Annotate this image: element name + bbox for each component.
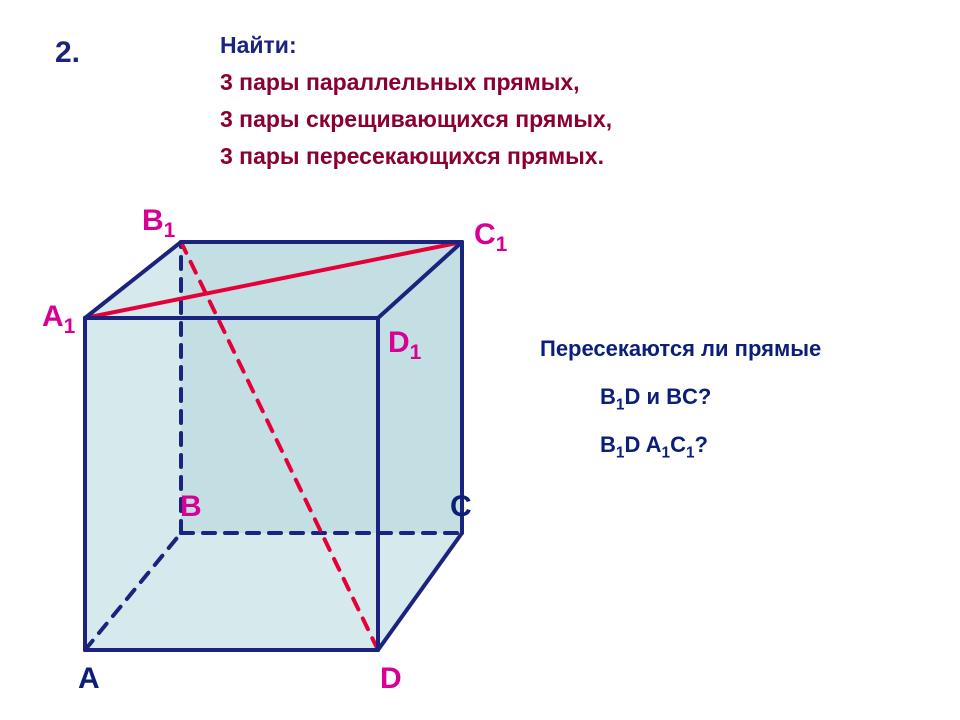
diagram-canvas: 2. Найти: 3 пары параллельных прямых, 3 … bbox=[0, 0, 960, 720]
vertex-label-A1: A1 bbox=[42, 300, 75, 339]
vertex-label-B1: B1 bbox=[142, 204, 175, 243]
vertex-label-C: C bbox=[450, 490, 472, 524]
vertex-label-D1: D1 bbox=[388, 326, 421, 365]
vertex-label-C1: C1 bbox=[474, 218, 507, 257]
vertex-label-A: A bbox=[78, 662, 100, 696]
question-line-2: B1D A1C1? bbox=[600, 432, 708, 462]
task-line-2: 3 пары скрещивающихся прямых, bbox=[220, 106, 612, 133]
problem-number: 2. bbox=[55, 36, 80, 70]
question-title: Пересекаются ли прямые bbox=[540, 336, 821, 362]
vertex-label-B: B bbox=[180, 490, 202, 524]
vertex-label-D: D bbox=[380, 662, 402, 696]
task-line-1: 3 пары параллельных прямых, bbox=[220, 69, 580, 96]
question-line-1: B1D и BC? bbox=[600, 384, 711, 414]
task-title: Найти: bbox=[220, 32, 297, 59]
task-line-3: 3 пары пересекающихся прямых. bbox=[220, 143, 604, 170]
